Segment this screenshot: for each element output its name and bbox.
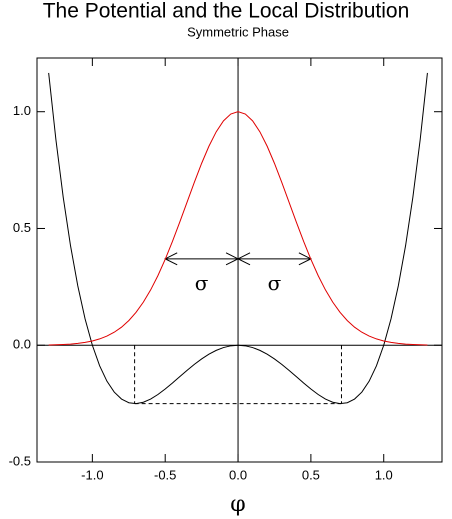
chart-title: The Potential and the Local Distribution bbox=[43, 0, 410, 23]
line-series bbox=[48, 72, 428, 405]
y-tick-label: 0.5 bbox=[13, 220, 31, 235]
x-tick-label: 1.0 bbox=[375, 467, 393, 482]
annotation: σ bbox=[195, 271, 209, 295]
arrow bbox=[236, 252, 313, 266]
annotation: σ bbox=[268, 271, 282, 295]
y-tick-label: -0.5 bbox=[9, 453, 31, 468]
line-series bbox=[48, 111, 428, 346]
x-tick-label: 0.0 bbox=[229, 467, 247, 482]
x-tick-label: -0.5 bbox=[154, 467, 176, 482]
x-tick-label: 0.5 bbox=[302, 467, 320, 482]
y-tick-label: 1.0 bbox=[13, 103, 31, 118]
plot-frame bbox=[36, 57, 443, 463]
x-tick-label: -1.0 bbox=[81, 467, 103, 482]
x-axis-label: φ bbox=[230, 492, 245, 517]
chart-subtitle: Symmetric Phase bbox=[187, 24, 289, 39]
y-tick-label: 0.0 bbox=[13, 337, 31, 352]
arrow bbox=[164, 252, 240, 266]
